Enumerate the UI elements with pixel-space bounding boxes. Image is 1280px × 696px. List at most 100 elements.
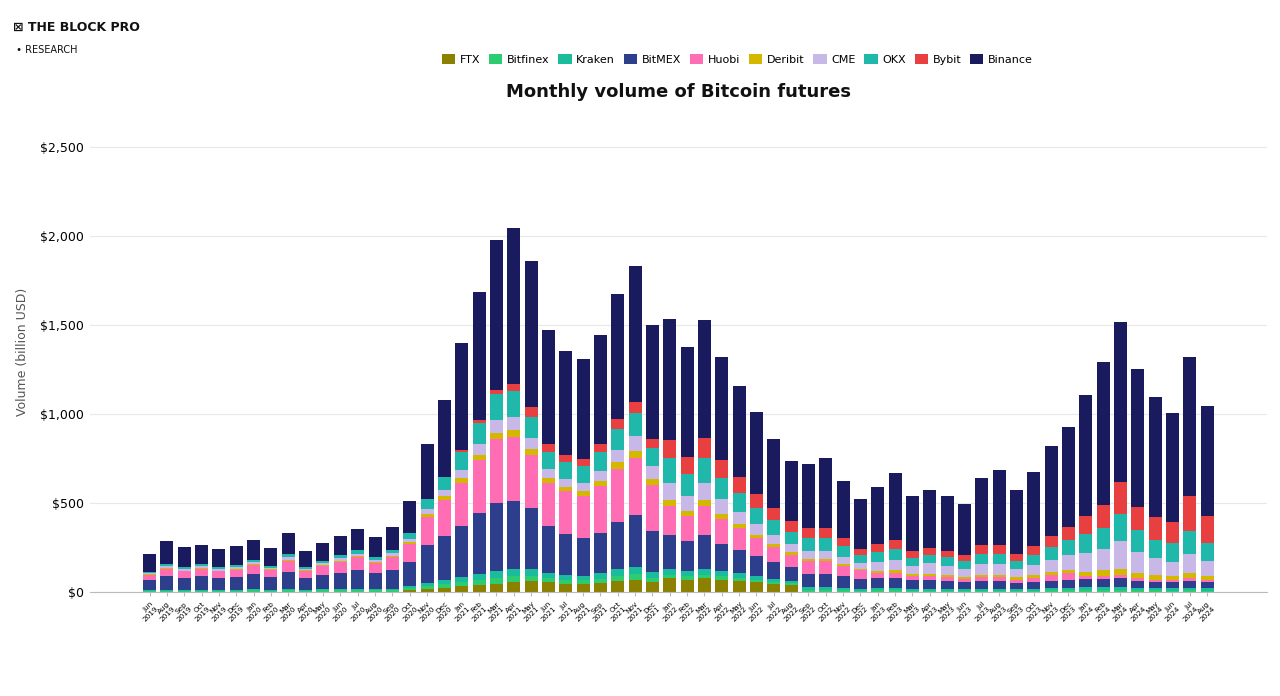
Bar	[785, 532, 797, 544]
Bar	[957, 591, 972, 592]
Bar	[975, 554, 988, 564]
Bar	[1201, 590, 1213, 592]
Bar	[282, 560, 294, 561]
Bar	[975, 577, 988, 581]
Bar	[230, 577, 243, 590]
Bar	[1097, 571, 1110, 576]
Bar	[888, 588, 901, 590]
Bar	[837, 588, 850, 590]
Bar	[559, 580, 572, 583]
Bar	[681, 496, 694, 511]
Bar	[854, 590, 867, 592]
Bar	[1166, 521, 1179, 543]
Bar	[525, 261, 538, 406]
Bar	[490, 433, 503, 439]
Bar	[698, 569, 710, 574]
Bar	[1028, 582, 1041, 589]
Bar	[438, 536, 451, 580]
Bar	[247, 590, 260, 592]
Bar	[525, 569, 538, 576]
Bar	[403, 501, 416, 533]
Bar	[1010, 561, 1023, 569]
Bar	[178, 547, 191, 567]
Bar	[282, 554, 294, 557]
Bar	[767, 535, 781, 544]
Bar	[750, 412, 763, 493]
Bar	[421, 583, 434, 586]
Bar	[767, 583, 781, 592]
Bar	[1079, 516, 1092, 534]
Bar	[421, 509, 434, 514]
Bar	[143, 591, 156, 592]
Bar	[906, 590, 919, 592]
Bar	[628, 402, 641, 413]
Bar	[612, 576, 625, 581]
Bar	[438, 496, 451, 500]
Bar	[785, 580, 797, 583]
Bar	[1132, 530, 1144, 552]
Bar	[300, 570, 312, 571]
Bar	[646, 448, 659, 466]
Bar	[854, 548, 867, 555]
Bar	[247, 540, 260, 560]
Bar	[872, 571, 884, 573]
Bar	[716, 576, 728, 580]
Bar	[1044, 445, 1057, 537]
Bar	[854, 589, 867, 590]
Bar	[975, 581, 988, 589]
Bar	[628, 451, 641, 459]
Bar	[906, 496, 919, 551]
Bar	[421, 516, 434, 545]
Bar	[212, 569, 225, 571]
Bar	[1148, 516, 1162, 539]
Bar	[1114, 569, 1126, 575]
Bar	[612, 294, 625, 419]
Bar	[247, 564, 260, 565]
Bar	[282, 561, 294, 571]
Bar	[628, 580, 641, 592]
Bar	[369, 574, 381, 590]
Bar	[854, 555, 867, 563]
Bar	[160, 590, 174, 592]
Bar	[541, 477, 554, 483]
Bar	[732, 477, 745, 493]
Bar	[594, 452, 607, 470]
Bar	[785, 544, 797, 553]
Bar	[663, 500, 676, 507]
Bar	[178, 578, 191, 590]
Bar	[906, 576, 919, 580]
Bar	[490, 571, 503, 578]
Bar	[576, 538, 590, 576]
Bar	[612, 522, 625, 569]
Bar	[646, 485, 659, 531]
Bar	[750, 524, 763, 535]
Bar	[507, 569, 520, 576]
Bar	[628, 567, 641, 574]
Bar	[732, 578, 745, 581]
Bar	[456, 450, 468, 452]
Bar	[472, 460, 485, 514]
Bar	[178, 571, 191, 578]
Bar	[334, 590, 347, 592]
Bar	[1114, 590, 1126, 592]
Bar	[681, 571, 694, 576]
Bar	[716, 571, 728, 576]
Bar	[576, 466, 590, 483]
Bar	[819, 551, 832, 559]
Bar	[507, 576, 520, 583]
Bar	[992, 590, 1006, 592]
Bar	[1028, 575, 1041, 578]
Bar	[923, 589, 936, 590]
Bar	[507, 417, 520, 430]
Bar	[819, 538, 832, 551]
Bar	[334, 558, 347, 561]
Bar	[1044, 580, 1057, 588]
Bar	[230, 570, 243, 577]
Bar	[992, 574, 1006, 577]
Bar	[698, 507, 710, 535]
Bar	[1183, 531, 1197, 555]
Bar	[1010, 578, 1023, 580]
Bar	[803, 590, 815, 592]
Bar	[767, 548, 781, 562]
Bar	[1097, 363, 1110, 505]
